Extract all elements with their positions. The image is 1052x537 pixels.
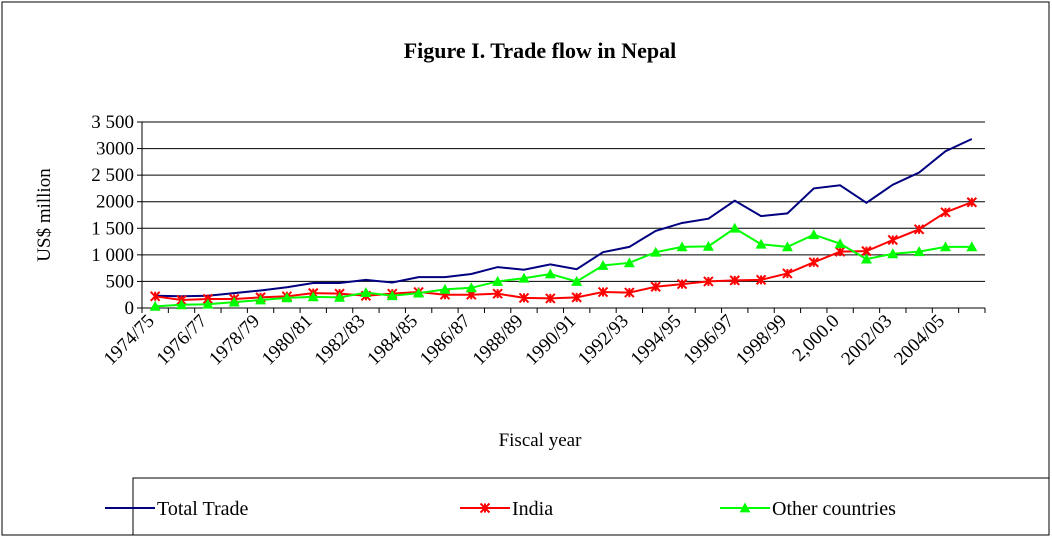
data-point [940, 207, 951, 218]
data-point [439, 283, 451, 294]
data-point [834, 238, 846, 249]
legend-box [132, 477, 1050, 536]
data-point [939, 241, 951, 252]
x-axis-label: Fiscal year [499, 430, 583, 451]
data-point [887, 234, 899, 246]
data-point [729, 222, 741, 233]
data-point [808, 257, 819, 268]
data-point [624, 287, 635, 298]
data-point [834, 246, 846, 257]
y-tick-label: 1 000 [91, 245, 134, 266]
data-point [544, 268, 556, 279]
chart-title: Figure I. Trade flow in Nepal [404, 38, 677, 63]
legend-label: Total Trade [157, 498, 249, 520]
data-point [334, 291, 346, 302]
data-point [755, 238, 767, 249]
y-tick-label: 3 500 [91, 112, 134, 133]
legend-label: Other countries [772, 498, 896, 520]
data-point [597, 286, 609, 298]
legend-item: Other countries [720, 498, 896, 520]
data-point [966, 241, 978, 252]
data-point [202, 298, 214, 309]
data-point [228, 296, 240, 307]
data-point [492, 275, 504, 286]
y-axis-label: US$ million [34, 168, 55, 262]
data-point [571, 275, 583, 286]
legend-label: India [512, 498, 553, 520]
data-point [386, 290, 398, 301]
data-point [650, 281, 661, 292]
data-point [702, 240, 714, 251]
legend-marker [739, 502, 751, 513]
legend-marker [479, 502, 491, 514]
data-point [571, 292, 582, 303]
data-point [307, 291, 319, 302]
data-point [176, 299, 188, 310]
data-point [545, 293, 556, 304]
data-point [360, 287, 372, 297]
y-tick-label: 2 500 [91, 165, 134, 186]
legend-item: India [460, 498, 553, 520]
y-tick-label: 3000 [96, 139, 134, 160]
data-point [913, 246, 925, 257]
data-point [623, 257, 635, 268]
data-point [281, 292, 293, 303]
data-point [676, 241, 688, 252]
data-point [808, 229, 820, 240]
data-point [413, 287, 425, 298]
legend-item: Total Trade [105, 498, 249, 520]
data-point [703, 276, 714, 287]
data-point [781, 241, 793, 252]
data-point [676, 278, 688, 290]
data-point [492, 288, 503, 299]
series-line [155, 201, 973, 302]
data-point [518, 292, 530, 304]
data-point [149, 300, 161, 311]
data-point [597, 259, 609, 270]
data-point [966, 197, 978, 208]
data-point [860, 253, 872, 264]
data-point [755, 274, 767, 286]
data-point [518, 272, 530, 283]
y-tick-label: 500 [106, 271, 135, 292]
data-point [255, 294, 267, 305]
data-point [887, 248, 899, 259]
data-point [465, 282, 477, 293]
series-line [155, 227, 972, 308]
y-tick-label: 2000 [96, 192, 134, 213]
data-point [650, 246, 662, 257]
data-point [729, 275, 740, 286]
data-point [782, 268, 793, 279]
series-line [155, 138, 973, 298]
y-tick-label: 1 500 [91, 218, 134, 239]
y-tick-label: 0 [125, 298, 135, 319]
data-point [149, 291, 161, 302]
data-point [913, 224, 925, 235]
